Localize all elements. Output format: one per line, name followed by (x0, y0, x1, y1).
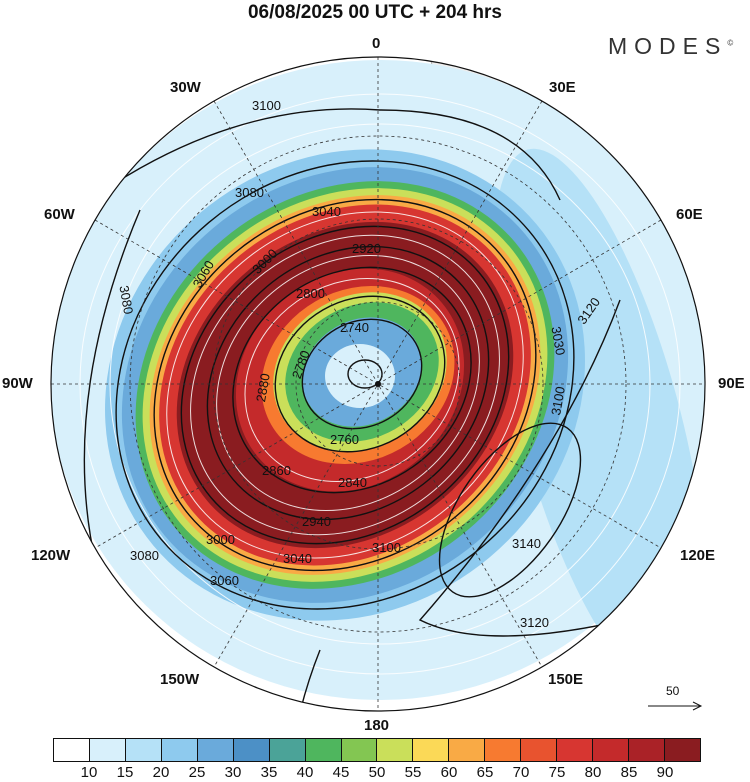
colorbar-label: 80 (584, 764, 602, 781)
wind-15-inner (325, 344, 395, 408)
contour-label: 2800 (296, 286, 325, 301)
colorbar-swatch (629, 739, 665, 761)
contour-label: 2740 (340, 320, 369, 335)
colorbar-label: 45 (332, 764, 350, 781)
contour-label: 2940 (302, 514, 331, 529)
colorbar-label: 50 (368, 764, 386, 781)
contour-label: 2860 (262, 463, 291, 478)
contour-label: 3080 (130, 548, 159, 563)
contour-label: 3080 (116, 284, 136, 315)
colorbar-label: 65 (476, 764, 494, 781)
colorbar-label: 20 (152, 764, 170, 781)
contour-label: 3000 (206, 532, 235, 547)
contour-label: 3100 (252, 98, 281, 113)
colorbar-swatch (485, 739, 522, 761)
contour-label: 2760 (330, 432, 359, 447)
colorbar-label: 85 (620, 764, 638, 781)
colorbar-swatch (377, 739, 414, 761)
contour-label: 3120 (520, 615, 549, 630)
colorbar-swatch (521, 739, 558, 761)
logo-text: MODES (608, 33, 728, 59)
colorbar-swatch (197, 739, 234, 761)
lon-label-30e: 30E (549, 79, 576, 96)
lon-label-120w: 120W (31, 547, 71, 564)
contour-label: 3140 (512, 536, 541, 551)
contour-labels: 3100 3080 3040 3060 3000 2920 2800 2740 … (116, 98, 603, 630)
contour-label: 3030 (548, 325, 568, 356)
lon-label-60w: 60W (44, 206, 75, 223)
colorbar-swatch (125, 739, 162, 761)
modes-logo: MODES© (608, 33, 733, 60)
lon-label-90w: 90W (2, 375, 33, 392)
colorbar-swatch (449, 739, 486, 761)
colorbar-label: 55 (404, 764, 422, 781)
contour-label: 3100 (372, 540, 401, 555)
colorbar-swatch (233, 739, 270, 761)
reference-vector (648, 701, 703, 711)
colorbar-label: 25 (188, 764, 206, 781)
colorbar-label: 30 (224, 764, 242, 781)
map-title: 06/08/2025 00 UTC + 204 hrs (247, 2, 503, 23)
colorbar-swatch (54, 739, 90, 761)
contour-label: 3100 (548, 385, 568, 416)
lon-label-30w: 30W (170, 79, 201, 96)
lon-label-150e: 150E (548, 671, 584, 688)
colorbar-label: 60 (440, 764, 458, 781)
colorbar-label: 40 (296, 764, 314, 781)
colorbar (53, 738, 701, 762)
lon-label-150w: 150W (160, 671, 200, 688)
contour-label: 3040 (312, 204, 341, 219)
lon-label-60e: 60E (676, 206, 703, 223)
height-contours (83, 108, 701, 711)
colorbar-swatch (161, 739, 198, 761)
logo-mark: © (727, 38, 734, 48)
colorbar-swatch (305, 739, 342, 761)
lon-label-120e: 120E (680, 547, 716, 564)
colorbar-swatch (593, 739, 629, 761)
colorbar-swatch (557, 739, 594, 761)
colorbar-label: 10 (80, 764, 98, 781)
colorbar-swatch (269, 739, 306, 761)
colorbar-swatch (664, 739, 700, 761)
colorbar-swatch (89, 739, 126, 761)
map-boundary (50, 56, 706, 712)
colorbar-swatch (341, 739, 378, 761)
colorbar-label: 70 (512, 764, 530, 781)
lon-label-180: 180 (364, 717, 390, 734)
contour-label: 2880 (253, 372, 273, 403)
colorbar-swatch (413, 739, 450, 761)
colorbar-label: 35 (260, 764, 278, 781)
streamlines (79, 93, 681, 675)
lon-label-0: 0 (372, 35, 381, 52)
reference-vector-label: 50 (666, 684, 680, 698)
contour-label: 3040 (283, 551, 312, 566)
contour-label: 2920 (352, 241, 381, 256)
contour-label: 2840 (338, 475, 367, 490)
contour-label: 3060 (210, 573, 239, 588)
contour-label: 3080 (235, 185, 264, 200)
colorbar-label: 15 (116, 764, 134, 781)
colorbar-label: 90 (656, 764, 674, 781)
pole-marker (375, 381, 381, 387)
colorbar-label: 75 (548, 764, 566, 781)
lon-label-90e: 90E (718, 375, 745, 392)
